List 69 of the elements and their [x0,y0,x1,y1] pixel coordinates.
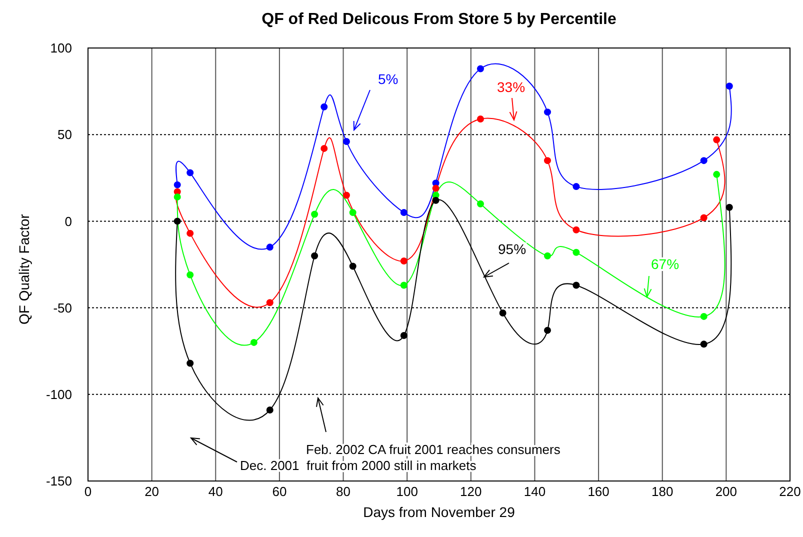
point [266,299,274,306]
point [400,258,408,265]
point [400,332,408,340]
x-tick-label: 180 [652,484,674,500]
x-tick-label: 140 [524,484,546,500]
x-tick-label: 160 [588,484,610,500]
point [186,360,194,367]
text: 5% [378,71,398,87]
point [713,170,720,178]
point [186,169,194,176]
point [349,262,356,270]
point [311,252,318,260]
point [400,209,408,216]
chart-title: QF of Red Delicous From Store 5 by Percentile [262,11,616,28]
point [432,196,440,204]
x-tick-label: 40 [208,484,223,500]
x-axis-title: Days from November 29 [363,504,516,520]
x-tick-label: 100 [396,484,418,500]
point [572,282,580,289]
x-tick-label: 220 [779,484,801,500]
point [476,116,484,123]
point [342,138,350,146]
x-tick-label: 60 [272,484,287,500]
point [726,204,733,211]
point [186,230,194,237]
point [544,108,551,116]
point [700,214,708,222]
x-tick-label: 200 [715,484,738,500]
y-tick-label: 100 [50,40,72,56]
point [250,338,258,346]
point [320,144,328,152]
point [342,192,350,199]
x-tick-label: 20 [144,484,160,500]
point [700,312,708,320]
point [349,209,356,216]
point [572,183,580,190]
point [572,248,580,256]
point [700,340,708,348]
y-axis-title: QF Quality Factor [16,214,32,324]
point [499,309,506,316]
point [174,193,181,200]
point [572,226,580,234]
point [186,271,194,278]
point [713,136,720,144]
point [726,82,733,90]
point [311,210,318,218]
point [432,184,440,192]
point [320,103,328,110]
point [476,65,484,72]
series-label: 33% [497,79,526,95]
point [544,252,551,260]
y-tick-label: 50 [58,127,72,142]
y-tick-label: -100 [46,387,72,402]
point [174,218,181,225]
point [400,282,408,289]
point [700,157,708,164]
point [544,326,551,334]
series-label: 95% [498,241,526,257]
point [266,244,274,251]
y-tick-label: -50 [53,300,72,316]
x-tick-label: 120 [460,484,482,500]
point [476,200,484,208]
point [266,406,274,414]
point [174,181,181,188]
y-tick-label: 0 [64,214,72,229]
x-tick-label: 0 [84,484,92,500]
y-tick-label: -150 [46,474,72,489]
x-tick-label: 80 [336,484,351,500]
point [544,157,551,164]
